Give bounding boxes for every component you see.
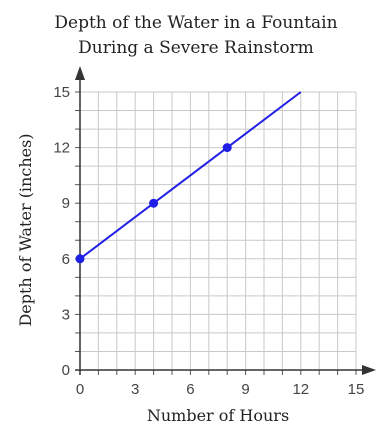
- x-axis-arrow: [362, 365, 376, 375]
- x-tick-label: 6: [186, 381, 194, 398]
- series-line: [79, 91, 302, 260]
- data-point: [222, 143, 232, 153]
- y-tick-label: 15: [53, 84, 70, 101]
- y-tick-label: 3: [62, 306, 70, 323]
- y-tick-label: 0: [62, 362, 70, 379]
- chart-title-line-2: During a Severe Rainstorm: [78, 38, 314, 58]
- data-point: [75, 254, 85, 264]
- x-tick-label: 3: [131, 381, 139, 398]
- y-tick-label: 12: [53, 140, 70, 157]
- y-axis-label: Depth of Water (inches): [16, 133, 35, 326]
- y-axis-arrow: [75, 66, 85, 80]
- x-tick-label: 0: [76, 381, 84, 398]
- x-axis-label: Number of Hours: [147, 406, 289, 425]
- x-tick-label: 15: [348, 381, 365, 398]
- series: [75, 91, 302, 264]
- x-tick-label: 9: [241, 381, 249, 398]
- chart-title-line-1: Depth of the Water in a Fountain: [54, 13, 337, 33]
- y-tick-label: 9: [62, 195, 70, 212]
- grid: [80, 91, 357, 370]
- data-point: [149, 198, 159, 208]
- y-tick-label: 6: [62, 251, 70, 268]
- axes: [75, 66, 376, 375]
- x-tick-label: 12: [292, 381, 309, 398]
- tick-labels: 0 3 6 9 12 15 0 3 6 9 12 15: [53, 84, 364, 398]
